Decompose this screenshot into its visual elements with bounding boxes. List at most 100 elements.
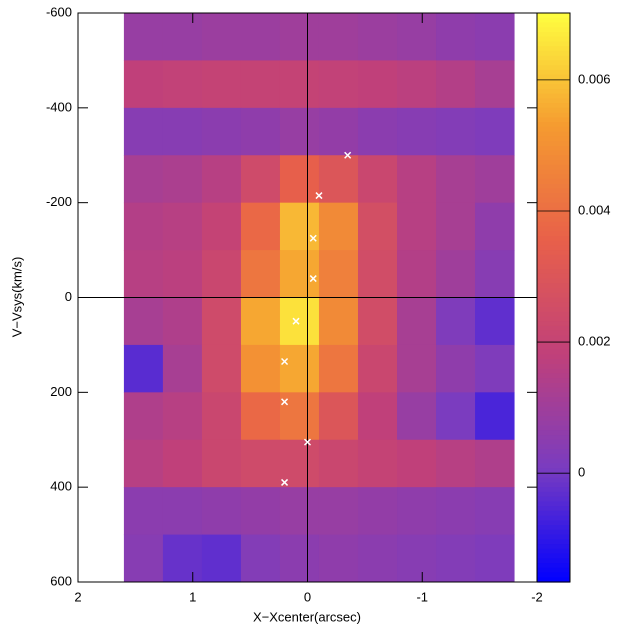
- heatmap-cell: [279, 487, 320, 536]
- heatmap-cell: [279, 13, 320, 61]
- colorbar-segment: [537, 178, 570, 185]
- y-axis-label: V−Vsys(km/s): [9, 257, 24, 338]
- heatmap-cell: [162, 344, 203, 393]
- colorbar-segment: [537, 453, 570, 460]
- y-tick-label: -200: [46, 194, 72, 209]
- heatmap-cell: [357, 439, 398, 488]
- colorbar-segment: [537, 22, 570, 28]
- colorbar-segment: [537, 283, 570, 289]
- colorbar-segment: [537, 330, 570, 337]
- y-tick-label: 0: [65, 289, 72, 304]
- colorbar-segment: [537, 368, 570, 374]
- colorbar-segment: [537, 240, 570, 246]
- colorbar-segment: [537, 468, 570, 474]
- heatmap-cell: [240, 534, 281, 583]
- colorbar-segment: [537, 36, 570, 43]
- heatmap-cell: [475, 392, 515, 441]
- colorbar-segment: [537, 259, 570, 265]
- x-tick-label: 1: [189, 589, 196, 604]
- colorbar-segment: [537, 359, 570, 365]
- colorbar-segment: [537, 159, 570, 166]
- heatmap-cell: [357, 13, 398, 61]
- heatmap-cell: [162, 439, 203, 488]
- colorbar-segment: [537, 131, 570, 137]
- colorbar-segment: [537, 145, 570, 152]
- heatmap-cell: [240, 155, 281, 204]
- colorbar-segment: [537, 477, 570, 484]
- heatmap-cell: [240, 392, 281, 441]
- heatmap-cell: [279, 344, 320, 393]
- colorbar-segment: [537, 107, 570, 114]
- colorbar-segment: [537, 439, 570, 446]
- heatmap-cell: [397, 297, 437, 346]
- heatmap-cell: [123, 202, 164, 251]
- colorbar-segment: [537, 93, 570, 99]
- colorbar-segment: [537, 98, 570, 104]
- heatmap-cell: [279, 107, 320, 156]
- colorbar-segment: [537, 482, 570, 488]
- heatmap-cell: [475, 155, 515, 204]
- heatmap-cell: [318, 13, 359, 61]
- heatmap-cell: [318, 392, 359, 441]
- colorbar-segment: [537, 572, 570, 578]
- heatmap-cell: [123, 13, 164, 61]
- heatmap-cell: [201, 202, 242, 251]
- colorbar-segment: [537, 235, 570, 242]
- colorbar-frame: [536, 12, 571, 583]
- colorbar-segment: [537, 216, 570, 223]
- colorbar-segment: [537, 553, 570, 559]
- colorbar-tick-label: 0.004: [578, 202, 611, 217]
- heatmap-cell: [475, 60, 515, 109]
- heatmap-cell: [436, 344, 476, 393]
- heatmap-cell: [123, 60, 164, 109]
- colorbar-segment: [537, 126, 570, 133]
- heatmap-cell: [162, 487, 203, 536]
- heatmap-cell: [318, 107, 359, 156]
- heatmap-cell: [240, 60, 281, 109]
- heatmap-cell: [201, 13, 242, 61]
- heatmap-cell: [436, 250, 476, 298]
- colorbar-segment: [537, 117, 570, 123]
- heatmap-cell: [436, 202, 476, 251]
- heatmap-cell: [240, 107, 281, 156]
- heatmap-cell: [397, 487, 437, 536]
- colorbar-segment: [537, 150, 570, 156]
- heatmap-cell: [201, 487, 242, 536]
- heatmap-cell: [240, 297, 281, 346]
- heatmap-cell: [162, 60, 203, 109]
- point-marker: [309, 275, 317, 283]
- colorbar-segment: [537, 563, 570, 569]
- colorbar-segment: [537, 141, 570, 147]
- heatmap-cell: [357, 344, 398, 393]
- colorbar-segment: [537, 174, 570, 180]
- y-tick-label: 200: [50, 384, 72, 399]
- colorbar-segment: [537, 311, 570, 318]
- heatmap-cell: [123, 392, 164, 441]
- point-marker: [315, 192, 323, 200]
- colorbar-segment: [537, 344, 570, 351]
- colorbar-segment: [537, 430, 570, 436]
- heatmap-cell: [201, 107, 242, 156]
- heatmap-cell: [240, 487, 281, 536]
- heatmap-cell: [201, 344, 242, 393]
- colorbar-segment: [537, 60, 570, 66]
- heatmap-cell: [475, 534, 515, 583]
- colorbar-segment: [537, 411, 570, 417]
- point-marker: [303, 438, 312, 446]
- colorbar-segment: [537, 416, 570, 422]
- heatmap-cell: [279, 534, 320, 583]
- heatmap-cell: [475, 297, 515, 346]
- colorbar-segment: [537, 506, 570, 512]
- heatmap-cell: [357, 297, 398, 346]
- colorbar-segment: [537, 548, 570, 555]
- colorbar-segment: [537, 316, 570, 322]
- colorbar-segment: [537, 515, 570, 521]
- heatmap-cell: [475, 344, 515, 393]
- heatmap-cell: [318, 250, 359, 298]
- colorbar-segment: [537, 27, 570, 33]
- heatmap-cell: [357, 534, 398, 583]
- colorbar-segment: [537, 525, 570, 531]
- colorbar-segment: [537, 226, 570, 232]
- colorbar-segment: [537, 354, 570, 360]
- point-marker: [281, 398, 289, 406]
